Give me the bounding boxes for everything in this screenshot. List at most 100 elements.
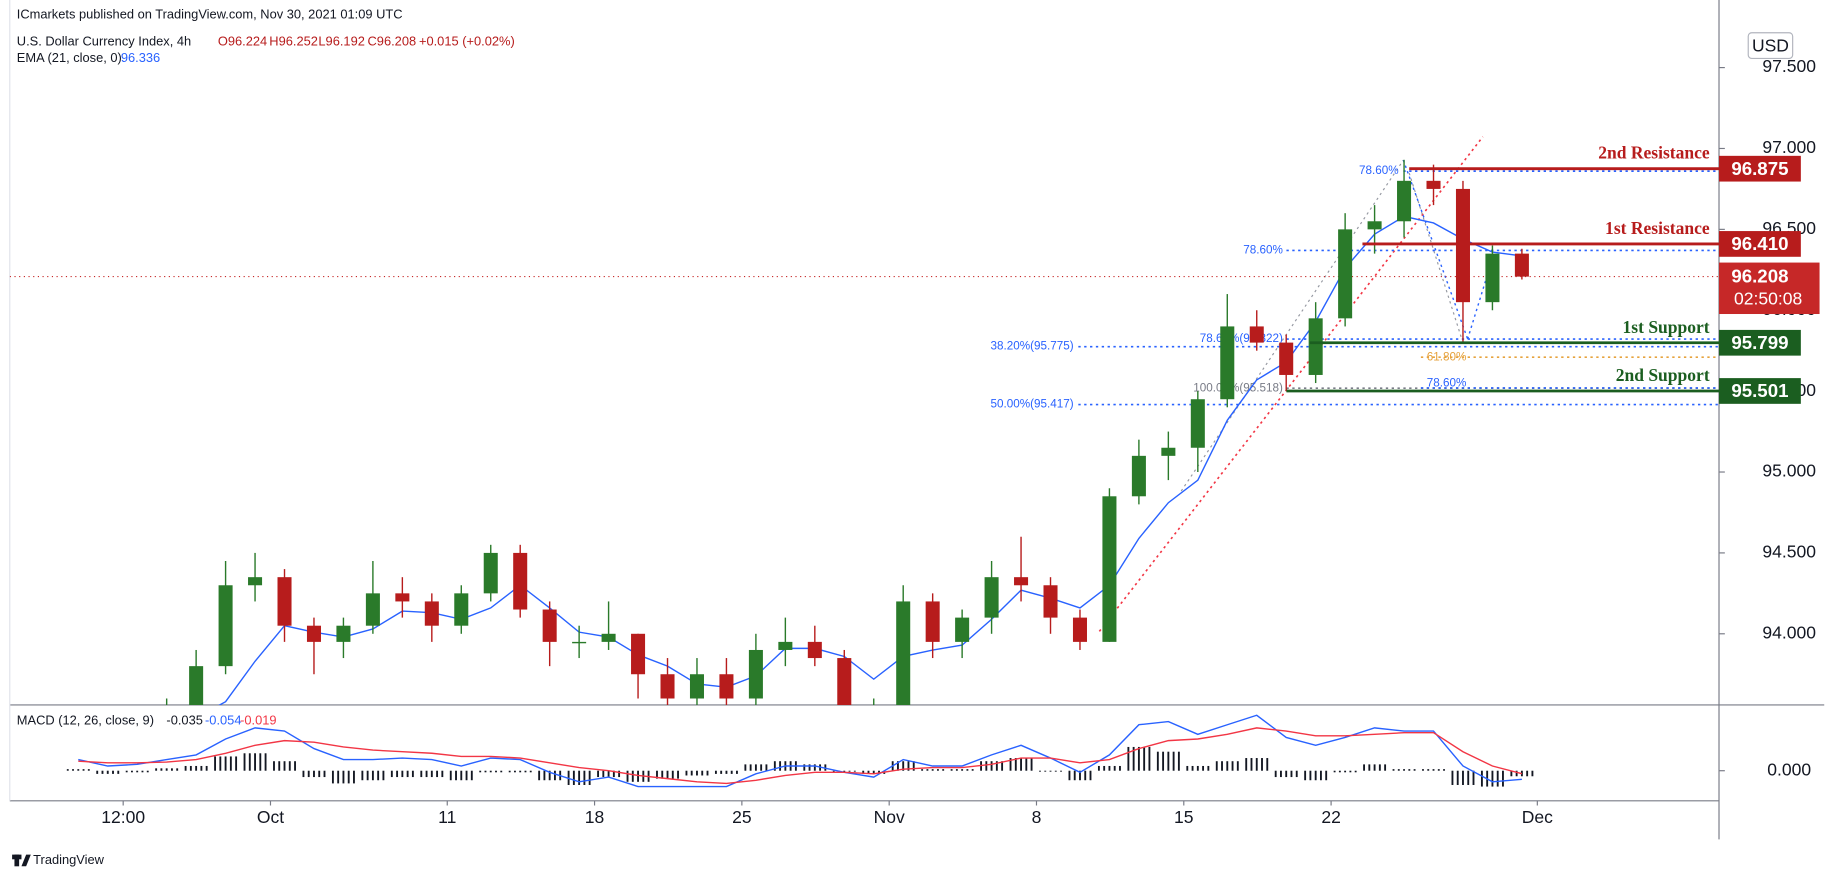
fib-trend <box>1180 159 1404 492</box>
macd-histogram-bar <box>1456 770 1459 785</box>
macd-histogram-bar <box>926 769 929 771</box>
ohlc-close: C96.208 <box>368 33 417 48</box>
candle-body <box>955 617 970 642</box>
macd-histogram-bar <box>1451 770 1454 785</box>
level-name: 2nd Resistance <box>1598 143 1710 163</box>
level-price-box <box>1719 155 1801 182</box>
macd-histogram-bar <box>1103 765 1106 771</box>
macd-histogram-bar <box>1261 758 1263 771</box>
macd-histogram-bar <box>125 770 128 773</box>
candle-body <box>1514 253 1529 277</box>
x-tick-label: 18 <box>585 807 604 827</box>
x-tick-label: Dec <box>1522 807 1553 827</box>
macd-histogram-bar <box>176 768 179 771</box>
macd-histogram-bar <box>1285 770 1288 778</box>
macd-histogram-bar <box>921 769 924 771</box>
macd-histogram-bar <box>106 770 109 774</box>
macd-histogram-bar <box>1531 770 1534 777</box>
macd-histogram-bar <box>1127 746 1130 771</box>
macd-histogram-bar <box>401 770 404 778</box>
macd-histogram-bar <box>1403 769 1405 771</box>
macd-histogram-bar <box>87 769 90 771</box>
macd-histogram-bar <box>813 764 816 771</box>
macd-histogram-bar <box>1349 770 1352 773</box>
macd-histogram-bar <box>1156 751 1159 771</box>
candle-body <box>483 552 498 594</box>
candle-body <box>1014 577 1029 586</box>
candle-body <box>130 747 144 763</box>
level-price-box <box>1719 231 1801 257</box>
macd-histogram-bar <box>1304 770 1307 781</box>
macd-histogram-bar <box>862 770 865 774</box>
macd-histogram-bar <box>597 770 600 778</box>
macd-histogram-bar <box>1344 770 1347 773</box>
candle-body <box>1367 221 1382 230</box>
macd-histogram-bar <box>1049 770 1052 772</box>
macd-histogram-bar <box>307 770 310 778</box>
macd-histogram-bar <box>848 770 851 772</box>
macd-histogram-bar <box>1001 761 1004 771</box>
candle-body <box>218 585 233 667</box>
currency-box[interactable] <box>1747 32 1794 60</box>
x-tick-label: 25 <box>732 807 751 827</box>
macd-histogram-bar <box>1162 751 1165 771</box>
x-tick-label: 22 <box>1321 807 1340 827</box>
macd-histogram-bar <box>872 770 875 774</box>
macd-histogram-bar <box>1231 761 1234 771</box>
candle-body <box>925 601 940 642</box>
macd-histogram-bar <box>931 769 934 771</box>
candle-body <box>101 731 115 763</box>
candle-body <box>572 641 587 644</box>
currency[interactable]: USD <box>1752 35 1789 55</box>
macd-histogram-bar <box>170 768 173 771</box>
macd-histogram-bar <box>1020 758 1022 771</box>
fib-label: 78.60%(95.822) <box>1200 332 1283 345</box>
macd-histogram-bar <box>1510 770 1513 777</box>
macd-histogram-bar <box>1089 770 1092 781</box>
macd-histogram-bar <box>470 770 473 781</box>
macd-histogram-bar <box>1480 770 1483 787</box>
macd-histogram-bar <box>1196 765 1199 771</box>
macd-histogram-bar <box>1108 765 1111 771</box>
macd-histogram-bar <box>1333 770 1336 773</box>
macd-histogram-bar <box>553 770 556 781</box>
macd-histogram-bar <box>1378 764 1381 771</box>
macd-histogram-bar <box>465 770 468 781</box>
macd-histogram-bar <box>524 770 527 773</box>
logo <box>14 854 20 867</box>
macd-histogram-bar <box>631 770 634 782</box>
macd-histogram-bar <box>371 770 374 781</box>
macd-histogram-bar <box>1221 761 1223 771</box>
macd-histogram-bar <box>347 770 350 784</box>
macd-histogram-bar <box>1462 770 1464 785</box>
macd-histogram-bar <box>1167 751 1170 771</box>
candle-body <box>277 577 292 626</box>
macd-histogram-bar <box>1226 761 1229 771</box>
macd-histogram-bar <box>1060 770 1062 772</box>
macd-histogram-bar <box>1392 769 1395 771</box>
macd-histogram-bar <box>1207 765 1210 771</box>
candle-body <box>631 633 646 675</box>
macd-histogram-bar <box>1314 770 1317 781</box>
candle-body <box>1131 455 1146 497</box>
macd-histogram-bar <box>342 770 345 784</box>
candle-body <box>1455 188 1470 303</box>
candle-body <box>896 601 911 705</box>
macd-histogram-bar <box>500 770 503 773</box>
macd-histogram-bar <box>484 770 487 773</box>
trend-line <box>1098 136 1484 632</box>
macd-histogram-bar <box>966 769 969 771</box>
macd-histogram-bar <box>411 770 414 778</box>
macd-histogram-bar <box>1397 769 1400 771</box>
macd-histogram-bar <box>361 770 364 781</box>
macd-histogram-bar <box>803 764 806 771</box>
macd-histogram-bar <box>1009 758 1012 771</box>
macd-histogram-bar <box>441 770 444 778</box>
macd-histogram-bar <box>224 756 227 771</box>
macd-histogram-bar <box>1025 758 1028 771</box>
macd-histogram-bar <box>1097 765 1100 771</box>
level-price-box <box>1719 378 1801 404</box>
macd-histogram-bar <box>131 770 133 773</box>
macd-histogram-bar <box>548 770 551 781</box>
level-name: 1st Resistance <box>1605 218 1710 238</box>
